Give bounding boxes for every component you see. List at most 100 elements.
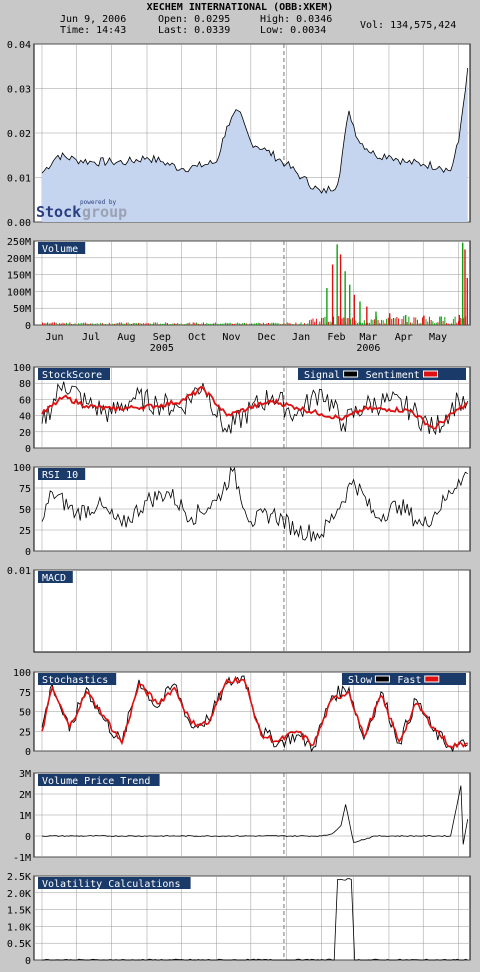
volume-bar	[307, 323, 309, 325]
volume-bar	[69, 322, 71, 325]
volume-bar	[386, 318, 388, 325]
y-tick-label: 3M	[19, 769, 31, 780]
volume-bar	[278, 323, 280, 325]
volume-bar	[129, 323, 131, 325]
y-tick-label: 75	[19, 484, 31, 495]
quote-header: XECHEM INTERNATIONAL (OBB:XKEM) Jun 9, 2…	[0, 0, 480, 36]
volume-bar	[189, 322, 191, 325]
volume-bar	[466, 277, 468, 325]
y-tick-label: 50M	[13, 304, 31, 315]
volume-bar	[163, 323, 165, 325]
x-tick-label: Apr	[395, 332, 413, 343]
volume-bar	[418, 323, 420, 325]
legend-label: Signal	[304, 370, 340, 381]
volume-bar	[440, 316, 442, 325]
volume-bar	[377, 320, 379, 325]
volume-bar	[411, 323, 413, 325]
volume-bar	[288, 322, 290, 325]
volume-bar	[202, 322, 204, 325]
volume-bar	[379, 323, 381, 325]
y-tick-label: 100M	[7, 287, 31, 298]
indicator-line	[41, 785, 469, 845]
volume-bar	[447, 323, 449, 325]
y-tick-label: 0	[25, 321, 31, 332]
volume-bar	[459, 317, 461, 325]
volume-bar	[281, 323, 283, 325]
panel-label-bg	[38, 774, 160, 786]
panel-label-bg	[38, 468, 86, 480]
volume-bar	[333, 316, 335, 325]
quote-high: High: 0.0346	[260, 14, 333, 25]
volume-bar	[358, 322, 360, 325]
volume-bar	[158, 324, 160, 325]
volume-bar	[355, 320, 357, 325]
volume-bar	[197, 323, 199, 325]
x-tick-label: Aug	[117, 332, 135, 343]
y-tick-label: 2M	[19, 790, 31, 801]
volume-bar	[317, 324, 319, 325]
panel-label-bg	[38, 368, 110, 380]
price-line	[41, 67, 469, 194]
volume-bar	[105, 323, 107, 325]
volume-bar	[305, 324, 307, 325]
legend-label: Fast	[397, 675, 421, 686]
y-tick-label: 1.5K	[7, 906, 31, 917]
volume-bar	[394, 318, 396, 325]
y-tick-label: 0.02	[7, 129, 31, 140]
volume-bar	[360, 322, 362, 325]
volume-bar	[249, 323, 251, 325]
volume-bar	[209, 323, 211, 325]
y-tick-label: 50	[19, 505, 31, 516]
volume-bar	[151, 324, 153, 325]
panel-label: Volatility Calculations	[42, 879, 180, 890]
x-tick-label: May	[429, 332, 447, 343]
volume-bar	[107, 324, 109, 325]
panel-label: MACD	[42, 573, 66, 584]
volume-bar	[233, 323, 235, 325]
volume-bar	[398, 318, 400, 325]
volume-bar	[262, 322, 264, 325]
volume-bar	[451, 323, 453, 325]
volume-bar	[341, 318, 343, 325]
volume-bar	[48, 323, 50, 325]
volume-bar	[416, 319, 418, 325]
y-tick-label: 25	[19, 526, 31, 537]
volume-bar	[413, 317, 415, 325]
volume-bar	[226, 323, 228, 325]
quote-time: Time: 14:43	[60, 25, 127, 36]
volume-bar	[444, 316, 446, 325]
volume-bar	[173, 323, 175, 325]
volume-bar	[309, 320, 311, 325]
volume-bar	[245, 323, 247, 325]
volume-bar	[220, 323, 222, 325]
volume-bar	[290, 323, 292, 325]
volume-bar	[363, 320, 365, 325]
volume-bar	[45, 322, 47, 325]
volume-bar	[302, 324, 304, 325]
volume-bar	[206, 322, 208, 325]
volume-bar	[300, 322, 302, 325]
volume-bar	[55, 322, 57, 325]
volume-bar	[65, 322, 67, 325]
volume-bar	[415, 317, 417, 325]
volume-bar	[432, 321, 434, 325]
volume-bar	[423, 315, 425, 325]
y-tick-label: 40	[19, 412, 31, 423]
volume-bar	[319, 321, 321, 325]
y-tick-label: 0.01	[7, 566, 31, 577]
volume-bar	[266, 323, 268, 325]
volume-bar	[322, 317, 324, 325]
volume-bar	[324, 316, 326, 325]
volume-bar	[261, 324, 263, 325]
volume-bar	[178, 324, 180, 325]
volume-bar	[122, 323, 124, 325]
volume-bar	[218, 324, 220, 325]
y-tick-label: 0.00	[7, 218, 31, 229]
y-tick-label: 0.03	[7, 85, 31, 96]
volume-bar	[161, 323, 163, 325]
volume-bar	[185, 323, 187, 325]
volume-bar	[101, 323, 103, 325]
panel-label-bg	[38, 571, 73, 583]
volume-bar	[43, 323, 45, 325]
volume-bar	[367, 322, 369, 325]
